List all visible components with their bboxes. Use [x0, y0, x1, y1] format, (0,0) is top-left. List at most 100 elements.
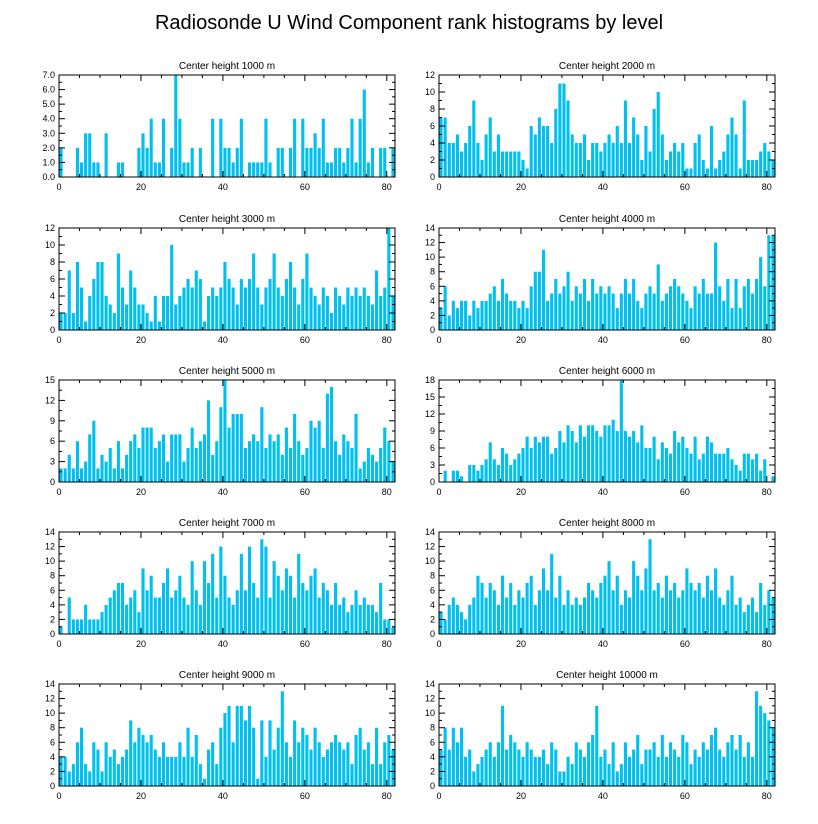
bar [587, 300, 591, 330]
y-tick-label: 8 [50, 723, 55, 733]
x-tick-label: 40 [598, 182, 608, 192]
bar [623, 431, 627, 482]
bar [636, 134, 640, 177]
y-tick-label: 0 [430, 477, 435, 487]
bar [100, 262, 104, 330]
bar [186, 162, 190, 177]
x-tick-label: 40 [598, 335, 608, 345]
bar [492, 286, 496, 330]
bar [79, 727, 84, 786]
y-tick-label: 9 [50, 416, 55, 426]
bar [582, 134, 587, 177]
bar [767, 151, 771, 177]
bar [660, 597, 664, 634]
x-tick-label: 60 [300, 335, 310, 345]
bar [714, 727, 718, 786]
bar [550, 553, 554, 634]
bar [276, 727, 280, 786]
bar [321, 118, 325, 177]
bar [247, 546, 252, 634]
bar [570, 431, 574, 482]
bar [280, 691, 284, 786]
bar [309, 287, 313, 330]
bar [297, 441, 301, 482]
bar [88, 296, 92, 330]
bar [451, 470, 455, 482]
x-tick-label: 80 [382, 335, 392, 345]
bar [599, 436, 603, 482]
bar [554, 279, 558, 330]
bar [738, 168, 742, 177]
bar [693, 436, 697, 482]
y-tick-label: 14 [45, 527, 55, 537]
x-tick-label: 0 [436, 639, 441, 649]
bar [375, 612, 379, 634]
bar [391, 626, 395, 634]
bar [215, 764, 219, 786]
bar [537, 442, 541, 482]
bar [293, 118, 297, 177]
bar [636, 300, 640, 330]
bar [689, 168, 693, 177]
bar [59, 626, 63, 634]
bar [509, 151, 513, 177]
bar [476, 143, 480, 177]
bar [500, 448, 505, 482]
bar [488, 442, 492, 482]
bar [681, 436, 685, 482]
y-tick-label: 8 [430, 571, 435, 581]
bar [537, 271, 541, 330]
bar [391, 749, 395, 786]
y-tick-label: 14 [425, 527, 435, 537]
x-tick-label: 0 [56, 487, 61, 497]
panel-title: Center height 7000 m [179, 518, 275, 529]
bar [227, 427, 231, 482]
bar [468, 315, 472, 330]
bar [329, 604, 334, 634]
bar [652, 742, 656, 786]
bar [276, 287, 280, 330]
x-tick-label: 60 [300, 791, 310, 801]
bar [484, 597, 488, 634]
panel-title: Center height 3000 m [179, 214, 275, 225]
bar [484, 300, 488, 330]
bar [767, 720, 771, 786]
bar [84, 461, 88, 482]
bar [627, 293, 632, 330]
bar [693, 749, 697, 786]
bar [141, 427, 145, 482]
bar [170, 756, 174, 786]
x-tick-label: 80 [382, 487, 392, 497]
bar [157, 162, 161, 177]
bar [677, 597, 681, 634]
bar [677, 151, 681, 177]
bar [387, 735, 391, 786]
y-tick-label: 8 [50, 571, 55, 581]
bar [521, 300, 525, 330]
bar [599, 583, 603, 634]
bar [284, 742, 288, 786]
bar [755, 453, 759, 482]
bar [362, 749, 366, 786]
bar [334, 735, 338, 786]
bar [763, 143, 767, 177]
bar [591, 590, 595, 634]
bar [75, 441, 79, 482]
bar [685, 168, 689, 177]
bar [153, 749, 157, 786]
bar [379, 583, 383, 634]
x-tick-label: 20 [136, 791, 146, 801]
bar [182, 597, 186, 634]
bar [84, 604, 88, 634]
y-tick-label: 3 [50, 457, 55, 467]
bar [354, 735, 358, 786]
bar [517, 590, 521, 634]
bar [215, 441, 219, 482]
bar [137, 727, 141, 786]
bar [455, 134, 459, 177]
bar [75, 742, 79, 786]
bar [742, 453, 746, 482]
bar [67, 454, 71, 482]
bar [243, 720, 247, 786]
bar [354, 162, 358, 177]
